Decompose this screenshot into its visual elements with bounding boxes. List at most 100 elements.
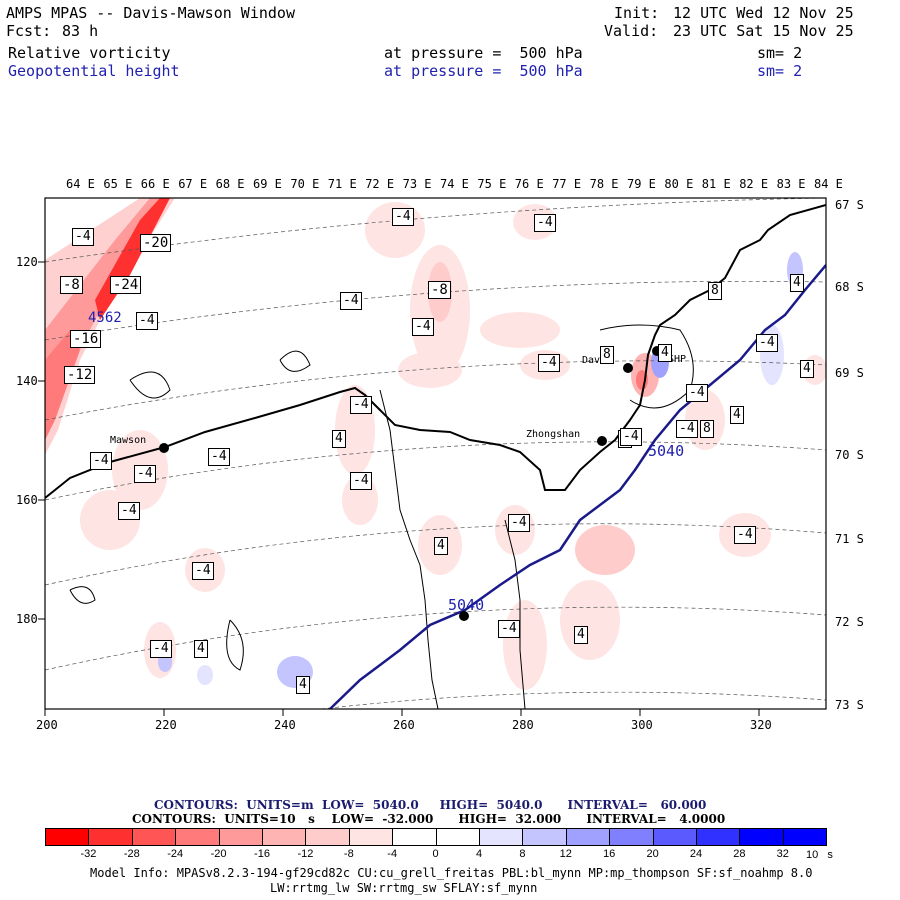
vorticity-contour-label: -4 [340,292,362,310]
field2-name: Geopotential height [8,62,180,80]
longitude-label: 82 E [739,177,769,191]
longitude-label: 65 E [103,177,133,191]
vorticity-contour-label: 8 [700,420,714,438]
vorticity-contour-label: 4 [332,430,346,448]
colorbar-tick: -24 [167,848,184,860]
latitude-label: 72 S [835,615,864,629]
colorbar-tick: -20 [210,848,227,860]
vorticity-contour-label: -12 [64,366,96,384]
vort-blob [480,312,560,348]
y-tick-label: 180 [16,612,38,626]
vorticity-contour-label: -4 [192,562,214,580]
vorticity-contour-label: 4 [658,344,672,362]
valid-label: Valid: [604,22,659,40]
colorbar-tick: 20 [646,848,659,860]
vort-contour-legend: CONTOURS: UNITS=10 s LOW= -32.000 HIGH= … [132,812,726,826]
vorticity-contour-label: -4 [350,472,372,490]
vorticity-contour-label: 4 [790,274,804,292]
vorticity-contour-label: 4 [730,406,744,424]
vorticity-contour-label: -4 [134,465,156,483]
colorbar-tick: 0 [432,848,439,860]
colorbar-tick: 8 [519,848,526,860]
vorticity-contour-label: -16 [70,330,102,348]
colorbar-cell [609,828,654,846]
latitude-label: 69 S [835,366,864,380]
longitude-label: 77 E [552,177,582,191]
longitude-label: 74 E [440,177,469,191]
field2-level: at pressure = 500 hPa [384,62,583,80]
longitude-label: 83 E [776,177,806,191]
colorbar-tick: -8 [343,848,354,860]
station-zhongshan-marker [597,436,607,446]
field1-smooth: sm= 2 [757,44,803,62]
vort-blob [503,600,547,690]
latitude-label: 71 S [835,532,864,546]
colorbar-cell [739,828,784,846]
colorbar-cell [652,828,697,846]
vort-pos-blob [197,665,213,685]
longitude-label: 81 E [701,177,731,191]
vorticity-contour-label: -4 [136,312,158,330]
colorbar-cell [696,828,741,846]
station-label-davis: Davis [582,355,613,366]
x-tick-label: 280 [512,718,534,732]
init-label: Init: [614,4,660,22]
colorbar-tick: 4 [475,848,483,860]
station-5040-marker [459,611,469,621]
longitude-label: 75 E [477,177,507,191]
station-mawson-marker [159,443,169,453]
vorticity-contour-label: -4 [620,428,642,446]
vorticity-contour-label: -4 [150,640,172,658]
colorbar-cell [782,828,828,846]
longitude-label: 68 E [215,177,245,191]
vorticity-contour-label: 4 [296,676,310,694]
colorbar-tick: 12 [559,848,572,860]
colorbar-tick: 16 [603,848,616,860]
init-value: 12 UTC Wed 12 Nov 25 [673,4,854,22]
colorbar-cell [565,828,611,846]
vorticity-contour-label: -4 [538,354,560,372]
vorticity-contour-label: -4 [508,514,530,532]
longitude-label: 73 E [402,177,432,191]
height-label: 5040 [448,596,485,614]
latitude-label: 67 S [835,198,864,212]
vort-blob [80,490,140,550]
longitude-label: 70 E [290,177,320,191]
vort-blob [398,352,462,388]
colorbar-cell [522,828,567,846]
vorticity-contour-label: 8 [708,282,722,300]
longitude-label: 80 E [664,177,694,191]
map-frame [44,197,827,710]
station-davis-marker [623,363,633,373]
x-tick-label: 260 [393,718,415,732]
colorbar-cell [45,828,90,846]
vorticity-contour-label: -4 [118,502,140,520]
vort-blob [575,525,635,575]
vorticity-contour-label: -4 [534,214,556,232]
station-label-zhongshan: Zhongshan [526,429,581,440]
y-tick-label: 120 [16,255,38,269]
vort-blob [560,580,620,660]
vorticity-contour-label: -8 [428,281,451,299]
vorticity-contour-label: -8 [60,276,83,294]
colorbar-cell [479,828,524,846]
vorticity-contour-label: -4 [676,420,698,438]
colorbar-tick: -16 [254,848,270,860]
latitude-label: 70 S [835,448,864,462]
colorbar-cell [348,828,394,846]
station-label-shp: SHP [668,354,687,365]
height-contour-legend: CONTOURS: UNITS=m LOW= 5040.0 HIGH= 5040… [154,798,707,812]
colorbar-cell [88,828,133,846]
x-tick-label: 320 [750,718,772,732]
vorticity-contour-label: 4 [800,360,814,378]
height-label: 5040 [648,442,685,460]
colorbar-tick: 32 [776,848,789,860]
vorticity-contour-label: -4 [412,318,434,336]
latitude-label: 68 S [835,280,864,294]
colorbar-cell [131,828,177,846]
vort-streak-mid [45,198,165,440]
vorticity-contour-label: -4 [498,620,520,638]
vorticity-contour-label: -24 [110,276,142,294]
colorbar-cell [175,828,220,846]
